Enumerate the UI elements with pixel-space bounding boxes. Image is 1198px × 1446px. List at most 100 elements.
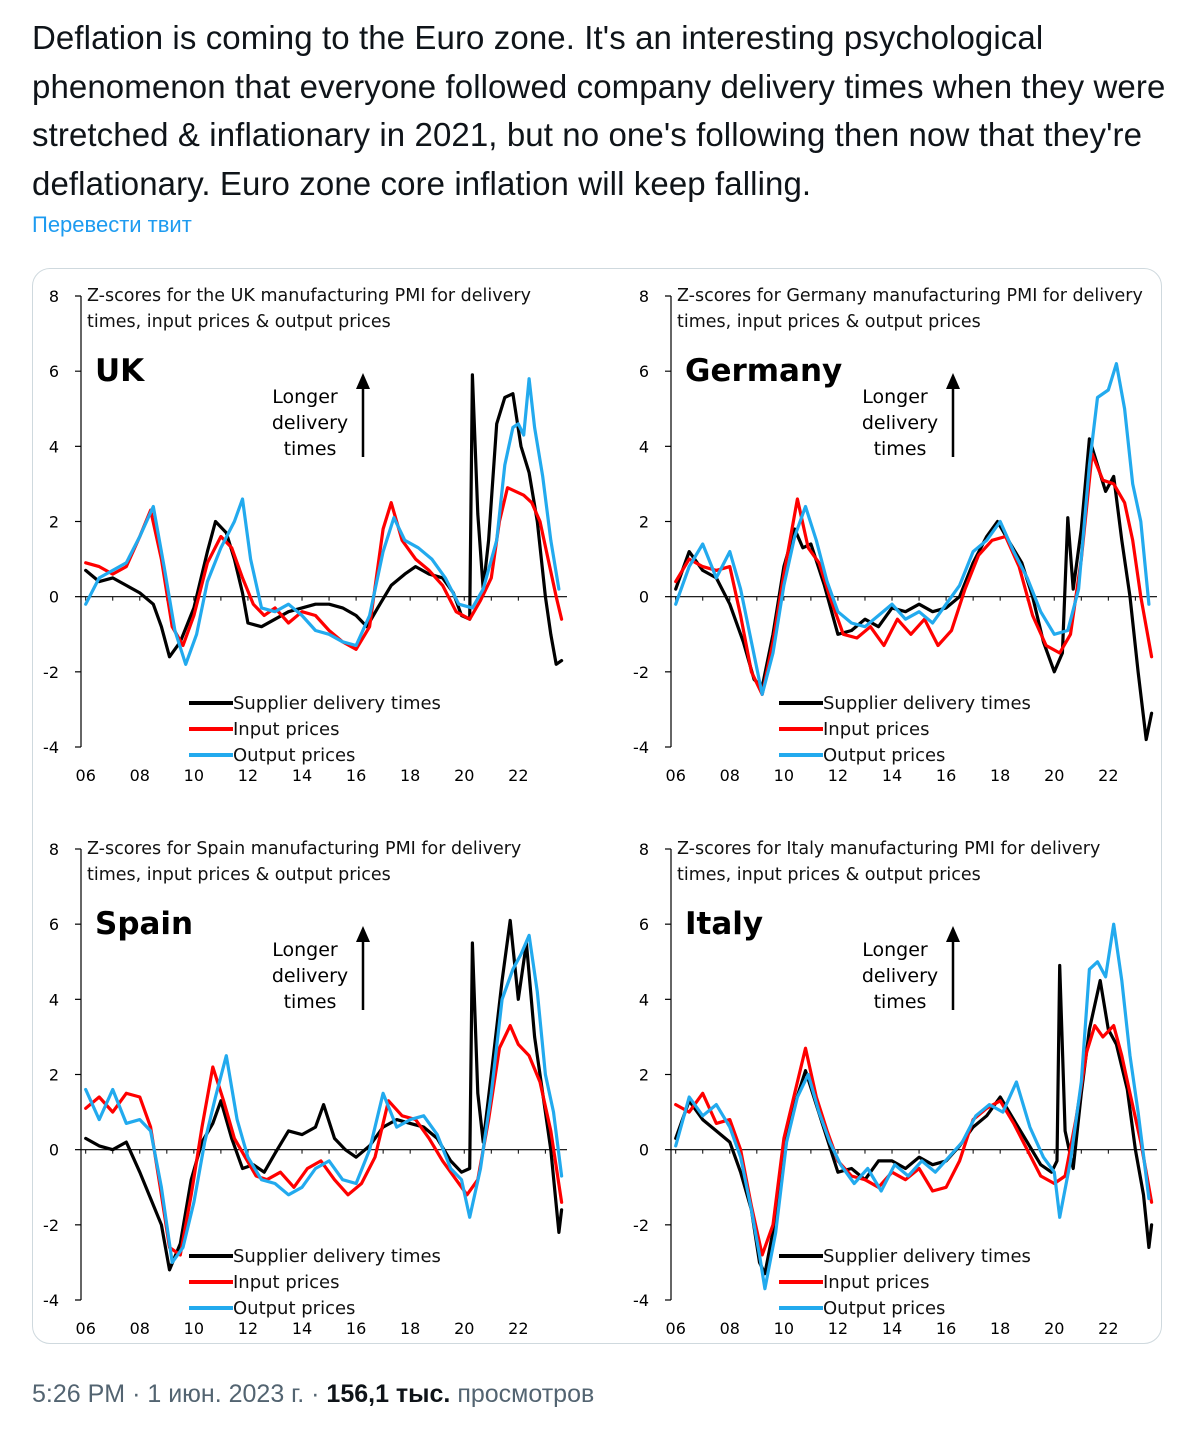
y-tick-label: -4 xyxy=(43,738,59,757)
x-tick-label: 18 xyxy=(990,1319,1010,1338)
legend-label: Output prices xyxy=(233,745,355,766)
y-tick-label: 0 xyxy=(49,1141,59,1160)
y-tick-label: -4 xyxy=(633,738,649,757)
x-tick-label: 20 xyxy=(1044,1319,1064,1338)
y-tick-label: -4 xyxy=(43,1291,59,1310)
arrow-head xyxy=(946,373,960,389)
x-tick-label: 06 xyxy=(666,1319,686,1338)
x-tick-label: 18 xyxy=(400,1319,420,1338)
x-tick-label: 22 xyxy=(1098,1319,1118,1338)
y-tick-label: -2 xyxy=(43,1216,59,1235)
x-tick-label: 06 xyxy=(76,766,96,785)
views-count: 156,1 тыс. xyxy=(326,1380,451,1408)
y-tick-label: 2 xyxy=(49,513,59,532)
y-tick-label: 8 xyxy=(49,287,59,306)
x-tick-label: 22 xyxy=(508,766,528,785)
x-tick-label: 08 xyxy=(130,1319,150,1338)
legend-label: Output prices xyxy=(233,1298,355,1319)
tweet-text: Deflation is coming to the Euro zone. It… xyxy=(32,19,1166,202)
series-line-input xyxy=(674,1023,1154,1257)
x-tick-label: 16 xyxy=(346,1319,366,1338)
country-label: UK xyxy=(95,353,145,389)
x-tick-label: 10 xyxy=(184,1319,204,1338)
legend-label: Output prices xyxy=(823,745,945,766)
x-tick-label: 16 xyxy=(936,1319,956,1338)
y-tick-label: 0 xyxy=(639,1141,649,1160)
x-tick-label: 10 xyxy=(774,766,794,785)
y-tick-label: -2 xyxy=(633,1216,649,1235)
chart-title: Z-scores for the UK manufacturing PMI fo… xyxy=(87,286,531,332)
country-label: Germany xyxy=(685,353,842,389)
legend-label: Supplier delivery times xyxy=(233,693,441,714)
translate-tweet-link[interactable]: Перевести твит xyxy=(32,212,192,237)
meta-separator: · xyxy=(132,1380,141,1408)
series-line-output xyxy=(84,933,564,1264)
tweet-date[interactable]: 1 июн. 2023 г. xyxy=(147,1380,305,1408)
y-tick-label: 4 xyxy=(639,990,649,1009)
x-tick-label: 20 xyxy=(1044,766,1064,785)
y-tick-label: 2 xyxy=(639,1066,649,1085)
x-tick-label: 06 xyxy=(666,766,686,785)
series-line-input xyxy=(84,1023,564,1257)
legend-label: Input prices xyxy=(823,719,930,740)
annotation-longer-delivery: Longer delivery times xyxy=(862,939,938,1013)
legend-label: Input prices xyxy=(233,719,340,740)
chart-title: Z-scores for Italy manufacturing PMI for… xyxy=(677,839,1100,885)
chart-panel-germany: -4 -2 0 2 4 6 8 06 08 10 12 14 16 18 20 22 Z-scores for … xyxy=(633,286,1157,785)
y-tick-label: 6 xyxy=(49,915,59,934)
x-tick-label: 16 xyxy=(936,766,956,785)
y-tick-label: 8 xyxy=(639,840,649,859)
tweet-media[interactable]: -4 -2 0 2 4 6 8 06 08 10 12 14 16 18 20 22 Z-scores for … xyxy=(32,268,1162,1344)
legend-label: Input prices xyxy=(823,1272,930,1293)
legend-label: Supplier delivery times xyxy=(823,1246,1031,1267)
country-label: Spain xyxy=(95,906,193,942)
y-tick-label: 4 xyxy=(639,437,649,456)
y-tick-label: 6 xyxy=(49,362,59,381)
x-tick-label: 08 xyxy=(130,766,150,785)
y-tick-label: -4 xyxy=(633,1291,649,1310)
chart-panel-uk: -4 -2 0 2 4 6 8 06 08 10 12 14 16 18 20 22 Z-scores for … xyxy=(43,286,567,785)
y-tick-label: 2 xyxy=(49,1066,59,1085)
country-label: Italy xyxy=(685,906,763,942)
x-tick-label: 12 xyxy=(238,766,258,785)
series-line-output xyxy=(674,922,1151,1291)
legend-label: Supplier delivery times xyxy=(233,1246,441,1267)
legend-label: Supplier delivery times xyxy=(823,693,1031,714)
x-tick-label: 16 xyxy=(346,766,366,785)
y-tick-label: 4 xyxy=(49,990,59,1009)
x-tick-label: 06 xyxy=(76,1319,96,1338)
meta-separator: · xyxy=(311,1380,320,1408)
y-tick-label: 4 xyxy=(49,437,59,456)
x-tick-label: 18 xyxy=(400,766,420,785)
x-tick-label: 08 xyxy=(720,766,740,785)
legend-label: Input prices xyxy=(233,1272,340,1293)
chart-panel-italy: -4 -2 0 2 4 6 8 06 08 10 12 14 16 18 20 22 Z-scores for … xyxy=(633,839,1157,1338)
x-tick-label: 20 xyxy=(454,766,474,785)
views-label: просмотров xyxy=(457,1380,595,1408)
annotation-longer-delivery: Longer delivery times xyxy=(862,386,938,460)
y-tick-label: 2 xyxy=(639,513,649,532)
x-tick-label: 10 xyxy=(774,1319,794,1338)
x-tick-label: 12 xyxy=(238,1319,258,1338)
tweet-meta: 5:26 PM · 1 июн. 2023 г. · 156,1 тыс. пр… xyxy=(32,1380,594,1409)
chart-panel-spain: -4 -2 0 2 4 6 8 06 08 10 12 14 16 18 20 22 Z-scores for … xyxy=(43,839,567,1338)
y-tick-label: 0 xyxy=(639,588,649,607)
tweet-time[interactable]: 5:26 PM xyxy=(32,1380,126,1408)
arrow-head xyxy=(356,926,370,942)
annotation-longer-delivery: Longer delivery times xyxy=(272,386,348,460)
x-tick-label: 14 xyxy=(882,1319,902,1338)
annotation-longer-delivery: Longer delivery times xyxy=(272,939,348,1013)
x-tick-label: 18 xyxy=(990,766,1010,785)
arrow-head xyxy=(946,926,960,942)
y-tick-label: 8 xyxy=(639,287,649,306)
x-tick-label: 12 xyxy=(828,766,848,785)
y-tick-label: -2 xyxy=(633,663,649,682)
chart-title: Z-scores for Germany manufacturing PMI f… xyxy=(677,286,1143,332)
y-tick-label: 8 xyxy=(49,840,59,859)
x-tick-label: 14 xyxy=(292,766,312,785)
arrow-head xyxy=(356,373,370,389)
series-line-output xyxy=(674,362,1151,696)
x-tick-label: 14 xyxy=(882,766,902,785)
x-tick-label: 10 xyxy=(184,766,204,785)
